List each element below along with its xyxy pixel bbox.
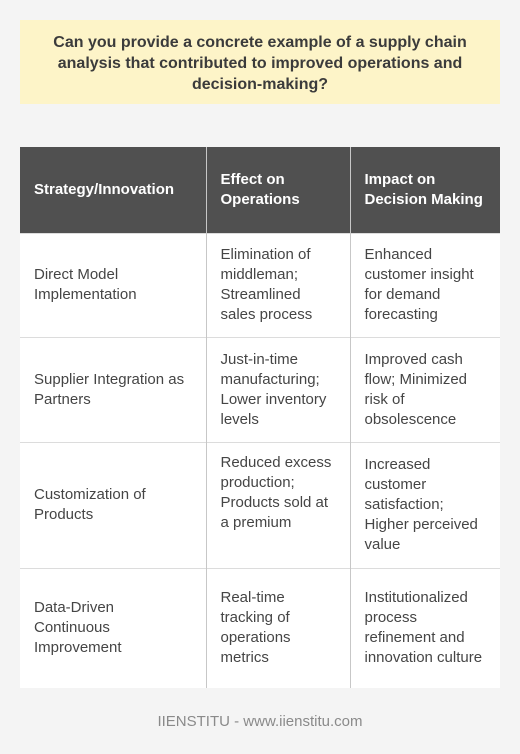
cell-impact: Increased customer satisfaction; Higher … (349, 441, 500, 568)
cell-effect: Reduced excess production; Products sold… (205, 441, 350, 568)
cell-strategy: Customization of Products (20, 441, 206, 568)
question-text: Can you provide a concrete example of a … (53, 34, 467, 93)
cell-impact: Institutionalized process refinement and… (349, 567, 500, 688)
header-effect: Effect on Operations (205, 147, 350, 233)
table-row: Direct Model Implementation Elimination … (20, 232, 500, 337)
cell-strategy: Direct Model Implementation (20, 232, 206, 337)
comparison-table: Strategy/Innovation Effect on Operations… (20, 147, 500, 688)
table-header-row: Strategy/Innovation Effect on Operations… (20, 147, 500, 233)
table-row: Supplier Integration as Partners Just-in… (20, 336, 500, 442)
header-strategy: Strategy/Innovation (20, 147, 206, 233)
cell-strategy: Supplier Integration as Partners (20, 336, 206, 442)
cell-effect: Elimination of middleman; Streamlined sa… (205, 232, 350, 337)
cell-effect: Just-in-time manufacturing; Lower invent… (205, 336, 350, 442)
footer-credit: IIENSTITU - www.iienstitu.com (157, 713, 363, 730)
table-row: Data-Driven Continuous Improvement Real-… (20, 567, 500, 688)
table-row: Customization of Products Reduced excess… (20, 441, 500, 568)
cell-impact: Enhanced customer insight for demand for… (349, 232, 500, 337)
cell-impact: Improved cash flow; Minimized risk of ob… (349, 336, 500, 442)
cell-effect: Real-time tracking of operations metrics (205, 567, 350, 688)
question-banner: Can you provide a concrete example of a … (20, 20, 500, 104)
cell-strategy: Data-Driven Continuous Improvement (20, 567, 206, 688)
header-impact: Impact on Decision Making (349, 147, 500, 233)
